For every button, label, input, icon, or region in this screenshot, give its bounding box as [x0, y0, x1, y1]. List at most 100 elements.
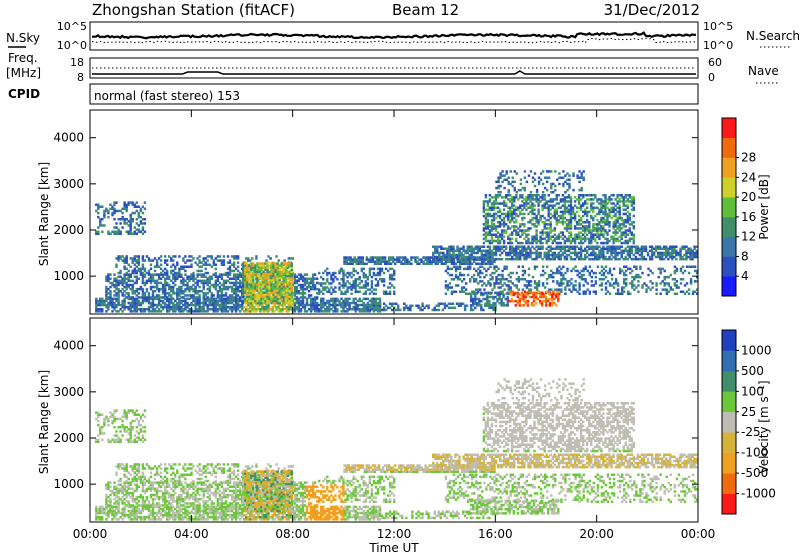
- power-cell: [202, 292, 205, 295]
- power-cell: [164, 259, 167, 262]
- power-cell: [250, 281, 253, 284]
- power-cell: [519, 229, 522, 232]
- power-cell: [236, 265, 240, 268]
- power-cell: [630, 249, 633, 253]
- power-cell: [505, 202, 508, 205]
- power-cell: [290, 276, 293, 280]
- power-cell: [368, 292, 372, 295]
- power-cell: [133, 226, 136, 229]
- power-cell: [488, 198, 492, 201]
- power-cell: [458, 247, 461, 250]
- power-cell: [259, 310, 262, 313]
- power-cell: [569, 251, 573, 255]
- power-cell: [295, 299, 299, 303]
- power-cell: [513, 204, 516, 207]
- power-cell: [569, 223, 573, 226]
- power-cell: [452, 290, 456, 293]
- power-cell: [495, 278, 498, 281]
- power-cell: [588, 271, 591, 275]
- power-cell: [170, 285, 173, 289]
- nave-axis-top: 60: [708, 56, 722, 69]
- power-cell: [332, 301, 335, 305]
- power-cell: [303, 281, 307, 285]
- power-cell: [450, 253, 453, 257]
- power-cell: [121, 287, 124, 291]
- power-cell: [373, 260, 377, 263]
- power-cell: [264, 285, 267, 288]
- power-cell: [612, 245, 615, 248]
- power-cell: [396, 256, 399, 259]
- power-cell: [477, 258, 480, 261]
- power-cell: [342, 305, 345, 309]
- power-cell: [695, 253, 698, 257]
- power-cell: [125, 218, 128, 221]
- power-cell: [410, 258, 413, 261]
- power-cell: [216, 294, 220, 297]
- power-cell: [600, 251, 603, 255]
- power-cell: [316, 310, 319, 313]
- power-cell: [153, 296, 157, 299]
- power-cell: [369, 258, 373, 261]
- power-cell: [168, 310, 171, 313]
- power-cell: [502, 225, 506, 228]
- power-cell: [303, 279, 307, 283]
- power-cell: [274, 295, 277, 298]
- power-cell: [539, 245, 542, 248]
- power-cell: [555, 218, 558, 222]
- power-cell: [529, 247, 532, 250]
- power-cell: [358, 297, 361, 301]
- power-cell: [303, 292, 307, 295]
- power-cell: [564, 286, 567, 289]
- power-cell: [277, 303, 280, 307]
- power-cell: [527, 233, 530, 236]
- power-cell: [598, 249, 601, 253]
- power-cell: [178, 308, 181, 311]
- power-cell: [131, 271, 134, 275]
- power-cell: [206, 308, 209, 311]
- power-cell: [482, 208, 486, 211]
- power-cell: [220, 283, 224, 287]
- power-cell: [153, 310, 157, 313]
- power-cell: [529, 198, 532, 201]
- power-cell: [471, 256, 474, 259]
- power-cell: [515, 253, 518, 257]
- power-cell: [569, 247, 573, 250]
- power-cell: [208, 303, 211, 307]
- power-cell: [626, 204, 629, 207]
- power-cell: [548, 290, 551, 293]
- power-cell: [180, 305, 183, 309]
- power-cell: [266, 276, 269, 280]
- power-cell: [125, 273, 128, 276]
- power-cell: [249, 305, 252, 309]
- power-cell: [168, 287, 171, 291]
- power-cell: [608, 200, 611, 203]
- power-cell: [523, 212, 526, 216]
- power-cell: [551, 200, 554, 203]
- power-cell: [202, 285, 205, 289]
- power-cell: [446, 265, 450, 268]
- power-cell: [520, 304, 524, 307]
- power-cell: [184, 294, 187, 297]
- power-cell: [115, 201, 118, 204]
- power-cell: [170, 265, 173, 268]
- power-cell: [293, 279, 297, 283]
- power-cell: [521, 253, 524, 257]
- power-cell: [141, 290, 145, 293]
- power-cell: [266, 287, 269, 290]
- power-cell: [650, 253, 654, 257]
- power-cell: [293, 308, 297, 311]
- power-cell: [147, 305, 151, 309]
- power-cell: [551, 198, 554, 201]
- power-cell: [505, 231, 508, 234]
- power-cell: [135, 279, 138, 283]
- power-cell: [291, 283, 295, 287]
- power-cell: [525, 255, 528, 259]
- power-cell: [143, 308, 147, 311]
- power-cell: [436, 245, 439, 248]
- power-cell: [353, 258, 356, 261]
- power-cell: [507, 194, 510, 197]
- nsky-strip-frame: [89, 21, 699, 51]
- power-cell: [567, 237, 571, 241]
- power-cell: [322, 271, 325, 275]
- power-cell: [113, 209, 116, 213]
